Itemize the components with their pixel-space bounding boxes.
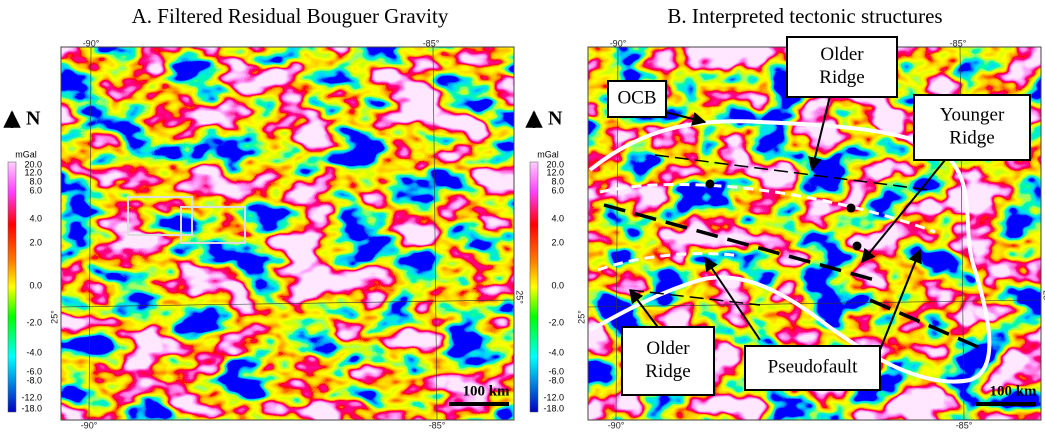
colorbar xyxy=(530,162,538,412)
colorbar-tick: -4.0 xyxy=(548,347,564,357)
lat-label: 25° xyxy=(1042,290,1045,304)
colorbar xyxy=(8,162,16,412)
lon-label: -85° xyxy=(950,38,967,48)
annotation-label: OCB xyxy=(617,87,656,108)
lon-label: -85° xyxy=(956,420,973,430)
north-label: N xyxy=(26,108,41,130)
colorbar-tick: -12.0 xyxy=(21,392,42,402)
colorbar-tick: -2.0 xyxy=(548,317,564,327)
annotation-label: Older xyxy=(820,44,864,65)
colorbar-tick: -4.0 xyxy=(26,347,42,357)
annotation-label: Younger xyxy=(940,104,1005,125)
lon-label: -90° xyxy=(610,38,627,48)
annotation-label: Pseudofault xyxy=(768,356,858,377)
lon-label: -85° xyxy=(423,38,440,48)
scale-bar xyxy=(976,402,1036,406)
scale-bar-label: 100 km xyxy=(462,383,510,399)
colorbar-tick: 0.0 xyxy=(29,280,42,290)
panel-title: B. Interpreted tectonic structures xyxy=(667,4,942,28)
point xyxy=(706,180,715,189)
colorbar-tick: 6.0 xyxy=(29,185,42,195)
scale-bar-label: 100 km xyxy=(989,383,1037,399)
colorbar-tick: 4.0 xyxy=(551,213,564,223)
scale-bar xyxy=(449,402,509,406)
colorbar-tick: 2.0 xyxy=(551,237,564,247)
colorbar-tick: -18.0 xyxy=(543,403,564,413)
colorbar-tick: -8.0 xyxy=(548,375,564,385)
panel-title: A. Filtered Residual Bouguer Gravity xyxy=(132,4,449,28)
lat-label: 25° xyxy=(576,310,586,324)
lon-label: -90° xyxy=(608,420,625,430)
lat-label: 25° xyxy=(515,290,525,304)
lon-label: -85° xyxy=(429,420,446,430)
lon-label: -90° xyxy=(81,420,98,430)
colorbar-unit: mGal xyxy=(537,149,559,159)
lat-label: 25° xyxy=(49,310,59,324)
annotation-label: Ridge xyxy=(819,67,864,88)
north-label: N xyxy=(548,108,563,130)
annotation-label: Ridge xyxy=(949,127,994,148)
colorbar-tick: 2.0 xyxy=(29,237,42,247)
colorbar-tick: -18.0 xyxy=(21,403,42,413)
lon-label: -90° xyxy=(83,38,100,48)
annotation-label: Ridge xyxy=(645,361,690,382)
colorbar-tick: 6.0 xyxy=(551,185,564,195)
colorbar-tick: -12.0 xyxy=(543,392,564,402)
colorbar-tick: -8.0 xyxy=(26,375,42,385)
colorbar-tick: 4.0 xyxy=(29,213,42,223)
figure: A. Filtered Residual Bouguer Gravity -90°… xyxy=(0,0,1045,432)
colorbar-tick: -2.0 xyxy=(26,317,42,327)
point xyxy=(853,242,862,251)
colorbar-unit: mGal xyxy=(15,149,37,159)
colorbar-tick: 0.0 xyxy=(551,280,564,290)
annotation-label: Older xyxy=(646,338,690,359)
point xyxy=(847,204,856,213)
